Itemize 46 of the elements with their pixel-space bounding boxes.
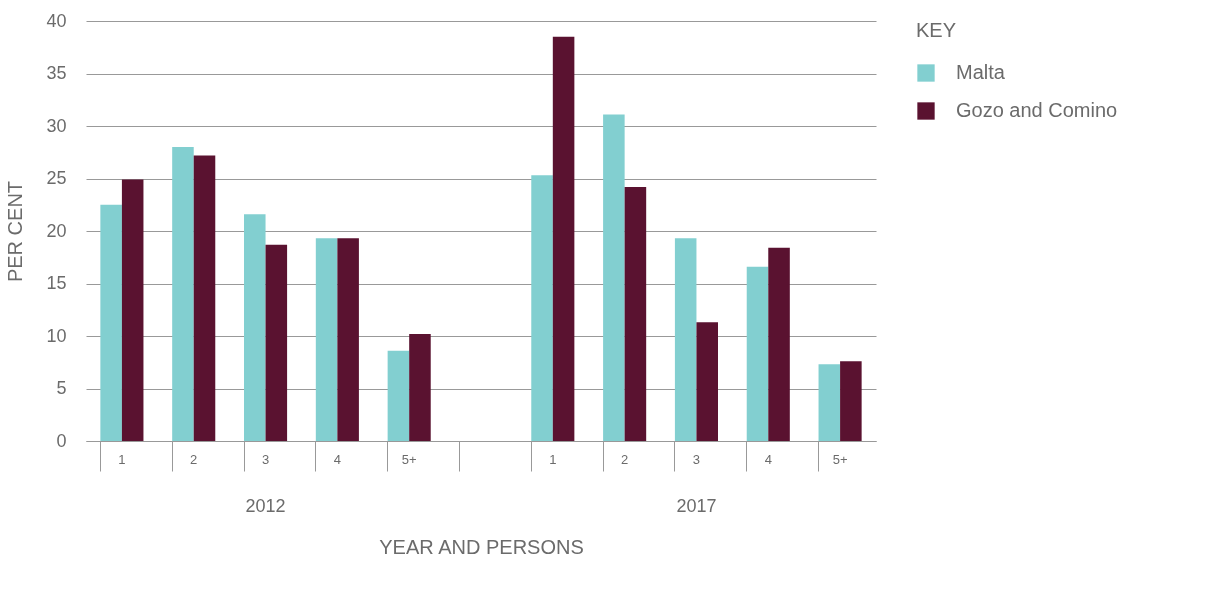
bar (244, 214, 266, 441)
y-tick-label: 25 (46, 168, 67, 188)
y-tick-label: 40 (46, 10, 67, 31)
x-tick-label: 4 (764, 451, 772, 467)
y-axis-title: PER CENT (4, 180, 27, 283)
x-tick-label: 4 (333, 451, 341, 467)
text: 2012 (245, 496, 286, 516)
bar (265, 244, 288, 441)
bar (603, 114, 625, 441)
x-tick-label: 5+ (401, 451, 417, 467)
y-tick-label: 20 (46, 220, 67, 241)
x-tick-label: 1 (549, 451, 557, 467)
bar (315, 238, 338, 441)
bar (387, 350, 410, 441)
legend-label: Gozo and Comino (956, 99, 1118, 121)
legend-label: Malta (956, 61, 1006, 83)
bar (409, 333, 431, 441)
x-tick-label: 2 (190, 451, 198, 467)
bar (193, 155, 216, 441)
y-tick-label: 30 (46, 115, 67, 136)
x-tick-label: 3 (692, 451, 701, 467)
y-tick-label: 15 (46, 273, 67, 293)
x-tick-label: 3 (261, 451, 270, 467)
bar (818, 364, 841, 441)
bar (746, 266, 769, 441)
bar (552, 36, 575, 441)
y-tick-label: 35 (46, 63, 67, 83)
x-axis-title: YEAR AND PERSONS (379, 536, 584, 558)
text: 2017 (676, 496, 717, 516)
bar (121, 179, 144, 441)
y-tick-label: 10 (46, 325, 67, 346)
y-tick-label: 5 (56, 378, 67, 398)
y-tick-label: 0 (56, 430, 67, 451)
bar (531, 175, 553, 441)
legend-title: KEY (916, 19, 957, 41)
bar (624, 186, 647, 441)
bar (674, 238, 697, 441)
bar (337, 238, 359, 441)
bar (100, 204, 122, 441)
bar (768, 247, 790, 441)
bar (840, 361, 862, 441)
x-tick-label: 1 (118, 451, 126, 467)
x-tick-label: 5+ (832, 451, 848, 467)
x-tick-label: 2 (621, 451, 629, 467)
bar (696, 322, 718, 441)
bar (172, 147, 194, 441)
